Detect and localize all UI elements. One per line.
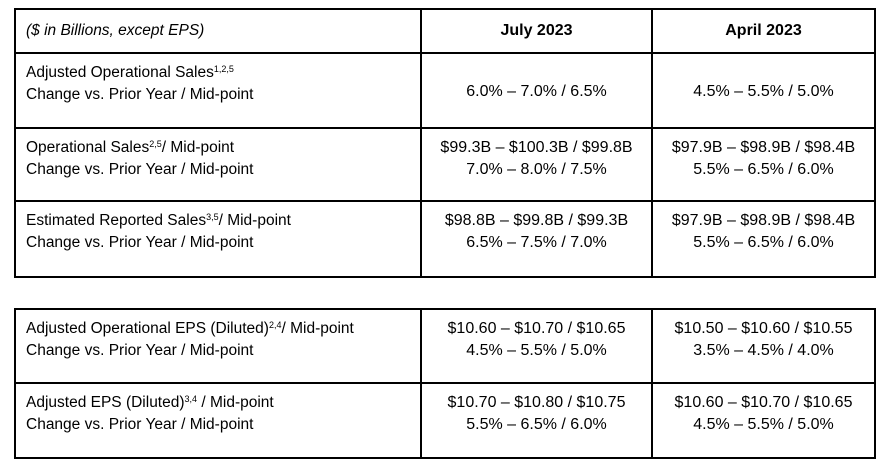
value-line: 6.5% – 7.5% / 7.0%	[466, 234, 607, 251]
value-line: 5.5% – 6.5% / 6.0%	[693, 234, 834, 251]
value-line: 4.5% – 5.5% / 5.0%	[693, 83, 834, 100]
row-label-line1: Adjusted EPS (Diluted)3,4 / Mid-point	[26, 392, 414, 414]
value-line: $99.3B – $100.3B / $99.8B	[440, 139, 633, 156]
value-line: $10.50 – $10.60 / $10.55	[674, 320, 853, 337]
value-cell-july: $98.8B – $99.8B / $99.3B 6.5% – 7.5% / 7…	[420, 200, 653, 278]
header-row: ($ in Billions, except EPS) July 2023 Ap…	[14, 8, 876, 54]
row-label-suffix: / Mid-point	[161, 139, 235, 156]
value-cell-april: $10.50 – $10.60 / $10.55 3.5% – 4.5% / 4…	[651, 308, 876, 384]
value-line: 3.5% – 4.5% / 4.0%	[693, 342, 834, 359]
footnote-superscript: 3,4	[184, 394, 198, 404]
row-label-line1: Adjusted Operational Sales1,2,5	[26, 62, 414, 84]
row-label-line2: Change vs. Prior Year / Mid-point	[26, 161, 254, 178]
value-cell-april: 4.5% – 5.5% / 5.0%	[651, 52, 876, 129]
row-operational-sales: Operational Sales2,5/ Mid-point Change v…	[14, 127, 876, 202]
row-label-cell: Adjusted Operational EPS (Diluted)2,4/ M…	[14, 308, 422, 384]
value-line: 6.0% – 7.0% / 6.5%	[466, 83, 607, 100]
row-estimated-reported-sales: Estimated Reported Sales3,5/ Mid-point C…	[14, 200, 876, 278]
value-line: $10.60 – $10.70 / $10.65	[447, 320, 626, 337]
row-label-main: Estimated Reported Sales	[26, 212, 207, 229]
row-label-cell: Adjusted EPS (Diluted)3,4 / Mid-point Ch…	[14, 382, 422, 459]
value-line: $97.9B – $98.9B / $98.4B	[671, 139, 856, 156]
row-label-main: Adjusted Operational EPS (Diluted)	[26, 320, 269, 337]
row-adjusted-eps: Adjusted EPS (Diluted)3,4 / Mid-point Ch…	[14, 382, 876, 459]
value-cell-april: $10.60 – $10.70 / $10.65 4.5% – 5.5% / 5…	[651, 382, 876, 459]
row-label-line2: Change vs. Prior Year / Mid-point	[26, 86, 254, 103]
row-label-line2: Change vs. Prior Year / Mid-point	[26, 416, 254, 433]
value-cell-july: $10.60 – $10.70 / $10.65 4.5% – 5.5% / 5…	[420, 308, 653, 384]
footnote-superscript: 2,4	[268, 320, 282, 330]
value-cell-april: $97.9B – $98.9B / $98.4B 5.5% – 6.5% / 6…	[651, 127, 876, 202]
row-adjusted-operational-sales: Adjusted Operational Sales1,2,5 Change v…	[14, 52, 876, 129]
value-line: 5.5% – 6.5% / 6.0%	[693, 161, 834, 178]
row-label-line1: Adjusted Operational EPS (Diluted)2,4/ M…	[26, 318, 414, 340]
value-line: 4.5% – 5.5% / 5.0%	[693, 416, 834, 433]
row-label-main: Operational Sales	[26, 139, 150, 156]
row-label-line2: Change vs. Prior Year / Mid-point	[26, 342, 254, 359]
footnote-superscript: 1,2,5	[213, 64, 234, 74]
value-line: $10.70 – $10.80 / $10.75	[447, 394, 626, 411]
value-cell-july: 6.0% – 7.0% / 6.5%	[420, 52, 653, 129]
guidance-table-sales: ($ in Billions, except EPS) July 2023 Ap…	[14, 8, 876, 278]
row-label-line2: Change vs. Prior Year / Mid-point	[26, 234, 254, 251]
value-line: $98.8B – $99.8B / $99.3B	[444, 212, 629, 229]
row-label-main: Adjusted Operational Sales	[26, 64, 214, 81]
row-label-cell: Estimated Reported Sales3,5/ Mid-point C…	[14, 200, 422, 278]
value-line: $97.9B – $98.9B / $98.4B	[671, 212, 856, 229]
row-adjusted-operational-eps: Adjusted Operational EPS (Diluted)2,4/ M…	[14, 308, 876, 384]
row-label-suffix: / Mid-point	[218, 212, 291, 229]
row-label-suffix: / Mid-point	[197, 394, 274, 411]
row-label-cell: Adjusted Operational Sales1,2,5 Change v…	[14, 52, 422, 129]
guidance-table-eps: Adjusted Operational EPS (Diluted)2,4/ M…	[14, 308, 876, 459]
column-header-april: April 2023	[651, 8, 876, 54]
value-line: 7.0% – 8.0% / 7.5%	[466, 161, 607, 178]
row-label-main: Adjusted EPS (Diluted)	[26, 394, 185, 411]
row-label-suffix: / Mid-point	[281, 320, 354, 337]
row-label-line1: Estimated Reported Sales3,5/ Mid-point	[26, 210, 414, 232]
row-label-line1: Operational Sales2,5/ Mid-point	[26, 137, 414, 159]
table-caption: ($ in Billions, except EPS)	[14, 8, 422, 54]
value-line: 4.5% – 5.5% / 5.0%	[466, 342, 607, 359]
footnote-superscript: 2,5	[149, 139, 162, 149]
value-cell-july: $10.70 – $10.80 / $10.75 5.5% – 6.5% / 6…	[420, 382, 653, 459]
value-line: $10.60 – $10.70 / $10.65	[674, 394, 853, 411]
row-label-cell: Operational Sales2,5/ Mid-point Change v…	[14, 127, 422, 202]
value-cell-july: $99.3B – $100.3B / $99.8B 7.0% – 8.0% / …	[420, 127, 653, 202]
value-cell-april: $97.9B – $98.9B / $98.4B 5.5% – 6.5% / 6…	[651, 200, 876, 278]
value-line: 5.5% – 6.5% / 6.0%	[466, 416, 607, 433]
column-header-july: July 2023	[420, 8, 653, 54]
footnote-superscript: 3,5	[206, 212, 219, 222]
